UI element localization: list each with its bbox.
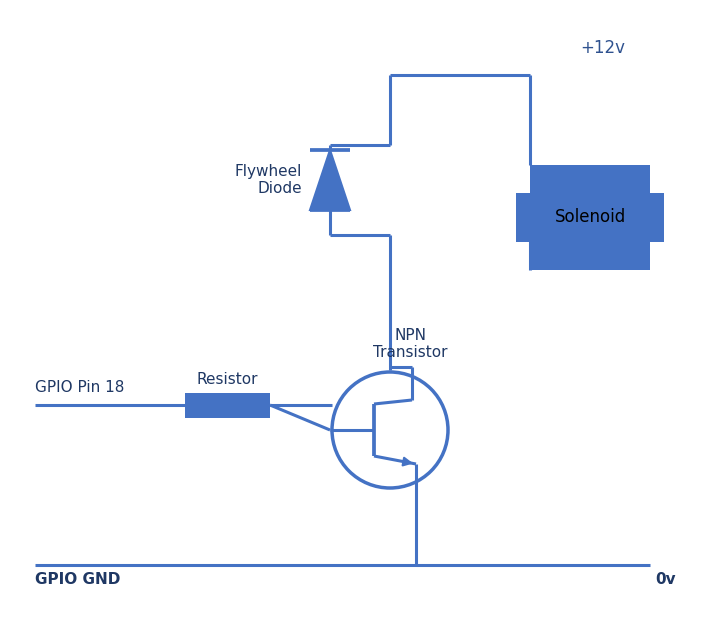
Bar	[185, 393, 270, 418]
Text: GPIO GND: GPIO GND	[35, 572, 120, 587]
Text: Resistor: Resistor	[197, 372, 258, 387]
Bar	[530, 165, 650, 270]
Text: +12v: +12v	[580, 39, 625, 57]
Text: 0v: 0v	[655, 572, 675, 587]
Text: GPIO Pin 18: GPIO Pin 18	[35, 380, 125, 395]
Polygon shape	[310, 150, 350, 210]
Bar	[650, 193, 664, 242]
Text: Flywheel
Diode: Flywheel Diode	[235, 164, 302, 196]
Text: Solenoid: Solenoid	[554, 208, 626, 226]
Text: NPN
Transistor: NPN Transistor	[373, 328, 447, 360]
Bar	[516, 193, 530, 242]
